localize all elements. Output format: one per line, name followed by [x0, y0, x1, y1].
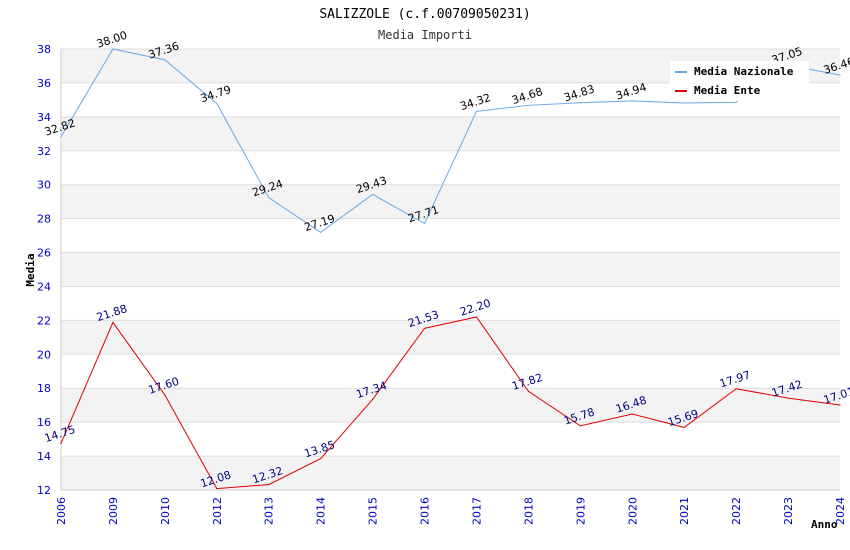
x-tick-label: 2020 — [626, 497, 639, 525]
x-tick-label: 2012 — [211, 497, 224, 525]
x-tick-label: 2019 — [574, 497, 587, 525]
y-tick-label: 32 — [37, 145, 51, 158]
x-tick-label: 2018 — [522, 497, 535, 525]
data-point — [475, 316, 478, 318]
data-point — [683, 426, 685, 429]
legend-label-media-ente: Media Ente — [694, 84, 761, 97]
data-point — [527, 104, 530, 106]
series-group — [60, 48, 841, 490]
grid-band — [61, 422, 840, 457]
data-point — [631, 413, 633, 415]
chart-title: SALIZZOLE (c.f.00709050231) — [319, 7, 530, 22]
y-tick-label: 28 — [37, 213, 51, 226]
x-tick-label: 2013 — [263, 497, 276, 525]
data-point — [683, 102, 685, 104]
y-tick-labels: 12 14 16 18 20 22 24 26 28 30 32 34 36 38 — [37, 43, 51, 497]
data-label: 38.00 — [95, 29, 129, 51]
series-line-media-nazionale — [60, 48, 841, 233]
y-tick-label: 26 — [37, 247, 51, 260]
data-point — [423, 327, 426, 329]
x-tick-label: 2014 — [315, 497, 328, 525]
x-tick-label: 2021 — [678, 497, 691, 525]
grid-band — [61, 218, 840, 253]
grid-band — [61, 388, 840, 423]
data-point — [527, 390, 530, 392]
data-point — [839, 404, 841, 406]
y-tick-label: 36 — [37, 77, 51, 90]
data-point — [164, 394, 166, 396]
y-tick-label: 12 — [37, 484, 51, 497]
data-point — [268, 196, 270, 199]
x-tick-label: 2022 — [730, 497, 743, 525]
data-point — [216, 488, 218, 490]
y-tick-label: 16 — [37, 416, 51, 429]
x-tick-label: 2017 — [470, 497, 483, 525]
data-point — [60, 136, 62, 138]
chart-subtitle: Media Importi — [378, 28, 472, 42]
grid-band — [61, 184, 840, 219]
y-tick-label: 30 — [37, 179, 51, 192]
data-point — [112, 321, 114, 324]
grid-band — [61, 252, 840, 287]
data-point — [839, 74, 841, 76]
y-tick-label: 20 — [37, 348, 51, 361]
data-point — [164, 59, 166, 61]
y-tick-label: 24 — [37, 280, 51, 293]
y-tick-label: 38 — [37, 43, 51, 56]
y-tick-label: 14 — [37, 450, 51, 463]
y-tick-label: 34 — [37, 111, 51, 124]
grid-band — [61, 286, 840, 321]
y-tick-label: 18 — [37, 382, 51, 395]
x-tick-label: 2006 — [55, 497, 68, 525]
data-point — [60, 442, 62, 444]
data-point — [579, 425, 581, 427]
data-point — [112, 48, 114, 50]
grid-bands — [61, 49, 840, 490]
data-point — [475, 110, 478, 113]
data-point — [735, 101, 737, 103]
data-point — [423, 222, 426, 225]
legend-label-media-nazionale: Media Nazionale — [694, 65, 794, 78]
data-point — [320, 458, 322, 460]
data-point — [372, 398, 374, 401]
x-tick-label: 2009 — [107, 497, 120, 525]
data-point — [216, 102, 218, 105]
data-point — [579, 102, 581, 104]
y-axis-label: Media — [24, 253, 37, 286]
x-tick-label: 2016 — [419, 497, 432, 525]
grid-band — [61, 320, 840, 355]
legend: Media Nazionale Media Ente — [670, 61, 809, 101]
x-tick-label: 2010 — [159, 497, 172, 525]
legend-box — [670, 61, 809, 101]
data-point — [268, 483, 270, 486]
data-point — [787, 397, 789, 399]
data-point — [320, 231, 322, 233]
data-point — [372, 193, 374, 195]
x-tick-labels: 2006 2009 2010 2012 2013 2014 2015 2016 2017 2018… — [55, 497, 847, 525]
x-tick-label: 2023 — [782, 497, 795, 525]
grid-band — [61, 116, 840, 151]
x-tick-label: 2015 — [367, 497, 380, 525]
series-line-media-ente — [60, 316, 841, 490]
grid-band — [61, 354, 840, 389]
x-tick-label: 2024 — [834, 497, 847, 525]
grid-band — [61, 456, 840, 490]
data-point — [631, 100, 633, 102]
data-point — [735, 388, 737, 390]
x-axis-label: Anno — [811, 518, 838, 531]
y-tick-label: 22 — [37, 314, 51, 327]
